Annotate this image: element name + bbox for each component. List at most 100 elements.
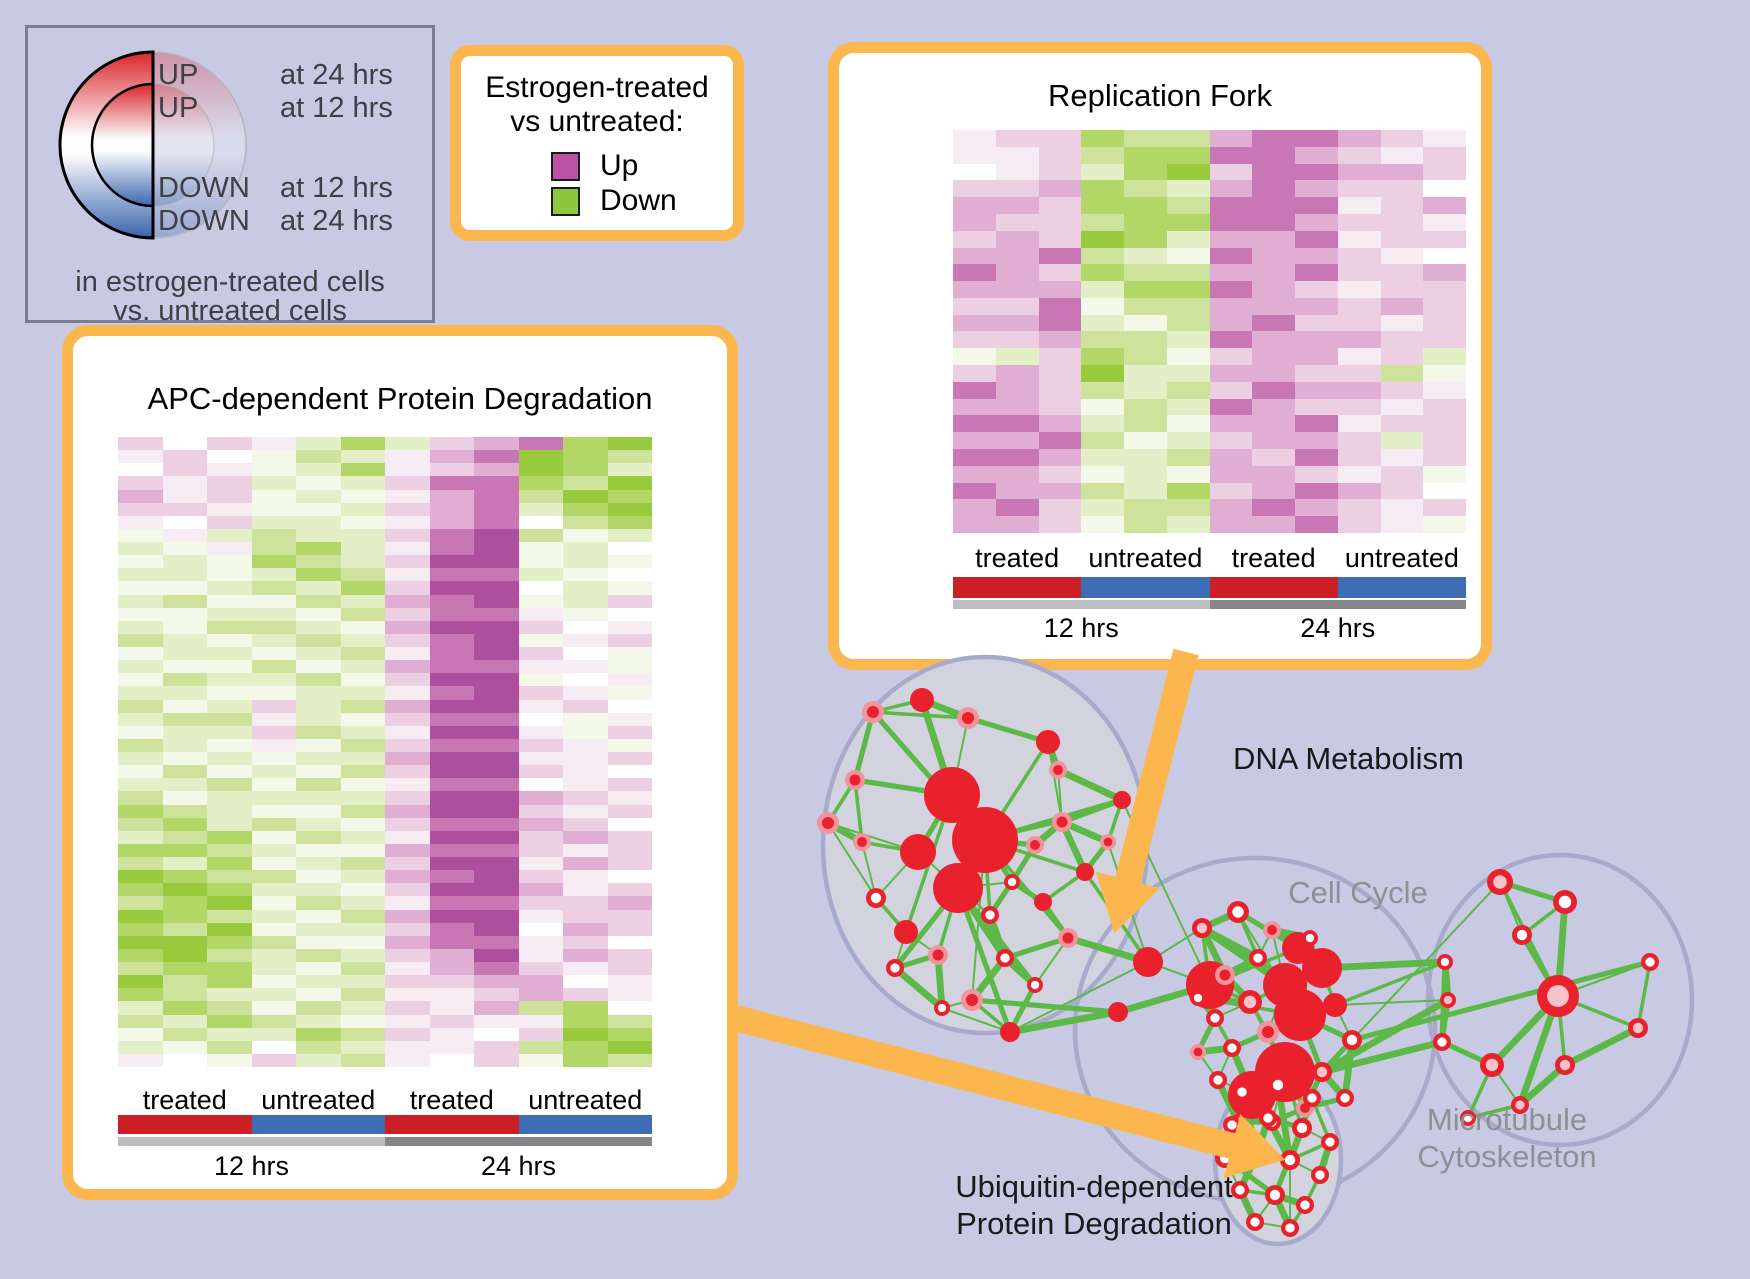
heatmap-cell <box>340 778 385 792</box>
heatmap-cell <box>340 725 385 739</box>
network-node-core <box>1193 1047 1203 1057</box>
network-edge <box>984 838 1086 874</box>
network-edge <box>1282 1070 1308 1110</box>
network-edge <box>1334 999 1449 1006</box>
network-node <box>1460 1110 1476 1126</box>
heatmap-cell <box>563 581 608 595</box>
heatmap-cell <box>162 555 207 569</box>
heatmap-cell <box>429 620 474 634</box>
heatmap-cell <box>296 450 341 464</box>
heatmap-cell <box>296 948 341 962</box>
heatmap-cell <box>340 791 385 805</box>
heatmap-cell <box>1423 499 1466 517</box>
treatment-group-label: treated <box>1231 543 1316 573</box>
heatmap-cell <box>118 660 163 674</box>
updown-footer-line2: vs. untreated cells <box>113 295 347 327</box>
heatmap-cell <box>518 948 563 962</box>
heatmap-cell <box>518 594 563 608</box>
heatmap-cell <box>995 398 1039 416</box>
heatmap-cell <box>385 935 430 949</box>
network-node <box>957 707 979 729</box>
network-edge <box>1267 1115 1303 1131</box>
heatmap-cell <box>1166 465 1210 483</box>
network-edge <box>1273 1191 1307 1209</box>
network-node-core <box>870 892 882 904</box>
heatmap-cell <box>518 1040 563 1054</box>
heatmap-cell <box>1038 482 1082 500</box>
heatmap-cell <box>162 817 207 831</box>
rf-time-labels: 12 hrs 24 hrs <box>953 613 1466 643</box>
heatmap-cell <box>474 489 519 503</box>
heatmap-cell <box>207 542 252 556</box>
network-edge <box>1214 1078 1242 1124</box>
heatmap-cell <box>296 909 341 923</box>
heatmap-cell <box>162 830 207 844</box>
heatmap-cell <box>1337 130 1381 147</box>
network-node <box>1209 1071 1227 1089</box>
heatmap-cell <box>207 686 252 700</box>
heatmap-cell <box>474 555 519 569</box>
network-node <box>1282 932 1314 964</box>
network-node <box>952 807 1018 873</box>
heatmap-cell <box>340 620 385 634</box>
network-node <box>1230 1114 1246 1130</box>
heatmap-cell <box>207 489 252 503</box>
heatmap-cell <box>207 804 252 818</box>
heatmap-cell <box>162 686 207 700</box>
heatmap-cell <box>563 450 608 464</box>
heatmap-cell <box>1124 297 1167 315</box>
network-edge <box>1557 961 1651 997</box>
heatmap-cell <box>1038 180 1082 198</box>
heatmap-cell <box>207 922 252 936</box>
network-node-core <box>1007 877 1017 887</box>
network-node <box>1555 1055 1575 1075</box>
network-edge <box>892 965 945 1011</box>
heatmap-cell <box>518 528 563 542</box>
heatmap-cell <box>1209 163 1253 181</box>
heatmap-cell <box>429 804 474 818</box>
network-edge <box>1239 1091 1261 1153</box>
heatmap-cell <box>1038 499 1082 517</box>
heatmap-cell <box>1423 130 1466 147</box>
network-edge <box>1106 799 1124 843</box>
network-node <box>928 945 948 965</box>
heatmap-cell <box>953 449 996 466</box>
heatmap-cell <box>518 633 563 647</box>
heatmap-cell <box>340 489 385 503</box>
heatmap-cell <box>1252 213 1295 231</box>
network-edge <box>1267 1014 1301 1033</box>
heatmap-cell <box>1209 264 1253 282</box>
heatmap-cell <box>607 568 652 582</box>
heatmap-cell <box>251 633 296 647</box>
heatmap-cell <box>296 542 341 556</box>
heatmap-cell <box>474 1001 519 1015</box>
network-edge <box>1236 909 1300 951</box>
heatmap-cell <box>607 712 652 726</box>
heatmap-cell <box>1166 415 1210 433</box>
network-edge <box>1044 740 1062 772</box>
heatmap-cell <box>118 804 163 818</box>
heatmap-cell <box>340 686 385 700</box>
heatmap-cell <box>429 935 474 949</box>
network-edge <box>1040 900 1071 940</box>
network-node <box>961 989 983 1011</box>
heatmap-cell <box>340 594 385 608</box>
heatmap-cell <box>296 594 341 608</box>
heatmap-cell <box>563 489 608 503</box>
network-edge <box>934 954 946 1009</box>
heatmap-cell <box>118 607 163 621</box>
heatmap-cell <box>385 791 430 805</box>
treatment-bar-segment <box>518 1115 652 1134</box>
network-edge <box>1498 881 1560 997</box>
heatmap-cell <box>251 857 296 871</box>
time-label: 24 hrs <box>1300 613 1376 643</box>
heatmap-cell <box>207 948 252 962</box>
heatmap-cell <box>296 896 341 910</box>
estrogen-legend-title-line1: Estrogen-treated <box>485 71 709 104</box>
network-edge <box>1067 934 1149 966</box>
network-node <box>1265 1185 1285 1205</box>
network-node <box>910 688 934 712</box>
rf-treatment-colorbar <box>953 577 1466 598</box>
apc-time-bar <box>118 1137 652 1146</box>
network-edge <box>984 837 1036 848</box>
